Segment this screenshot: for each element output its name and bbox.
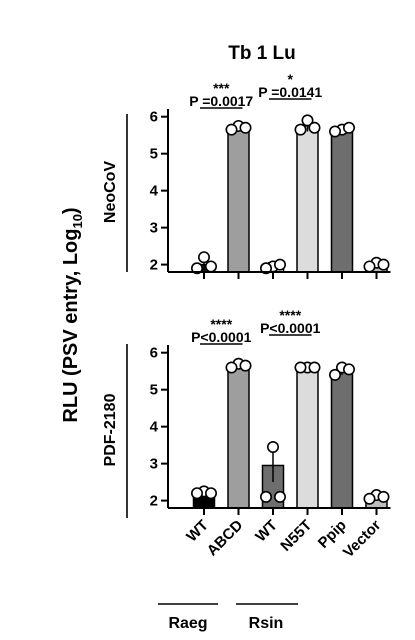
data-point-neocov-0 (205, 260, 218, 273)
y-tick-label-pdf2180: 4 (150, 419, 159, 436)
chart-plots: 2 3 4 5 6 P =0.0017*** P =0.0141* 2 3 4 5 6 P<0.0001… (150, 71, 391, 515)
data-point-neocov-1 (239, 121, 252, 134)
data-point-pdf2180-2 (266, 440, 279, 453)
data-point-pdf2180-5 (377, 490, 390, 503)
bar-neocov-3 (296, 125, 319, 273)
y-tick-label-neocov: 2 (150, 257, 158, 274)
data-point-neocov-5 (377, 258, 390, 271)
bar-pdf2180-3 (296, 366, 319, 509)
data-point-neocov-0 (191, 262, 204, 275)
data-point-pdf2180-0 (205, 487, 218, 500)
y-tick-label-neocov: 6 (150, 109, 158, 126)
data-point-pdf2180-2 (273, 490, 286, 503)
p-value-label-neocov: P =0.0017 (189, 93, 253, 109)
data-point-neocov-3 (308, 121, 321, 134)
chart-title: Tb 1 Lu (228, 43, 296, 64)
category-label-0: WT (183, 517, 212, 546)
data-point-pdf2180-5 (363, 492, 376, 505)
category-label-5: Vector (340, 517, 385, 562)
data-point-pdf2180-2 (259, 490, 272, 503)
y-tick-label-pdf2180: 3 (150, 456, 158, 473)
p-value-label-neocov: P =0.0141 (258, 84, 322, 100)
y-axis-label-close: ) (60, 207, 82, 214)
significance-stars-neocov: *** (213, 80, 230, 96)
data-point-neocov-2 (259, 262, 272, 275)
data-point-pdf2180-0 (191, 487, 204, 500)
y-axis-label: RLU (PSV entry, Log10) (60, 207, 85, 422)
y-tick-label-neocov: 4 (150, 183, 159, 200)
data-point-pdf2180-4 (342, 363, 355, 376)
significance-stars-pdf2180: **** (210, 316, 232, 332)
data-point-pdf2180-3 (308, 361, 321, 374)
significance-stars-pdf2180: **** (279, 307, 301, 323)
data-point-neocov-3 (294, 123, 307, 136)
bar-neocov-4 (330, 128, 354, 273)
group-label-raeg: Raeg (168, 615, 207, 632)
y-tick-label-neocov: 5 (150, 146, 158, 163)
data-point-neocov-2 (273, 258, 286, 271)
data-point-neocov-3 (301, 114, 314, 127)
y-tick-label-pdf2180: 6 (150, 345, 158, 362)
data-point-neocov-5 (363, 260, 376, 273)
y-tick-label-pdf2180: 5 (150, 382, 158, 399)
data-point-neocov-1 (225, 123, 238, 136)
category-label-2: WT (252, 517, 281, 546)
category-label-1: ABCD (204, 517, 247, 560)
significance-stars-neocov: * (288, 71, 294, 87)
data-point-neocov-0 (198, 251, 211, 264)
p-value-label-pdf2180: P<0.0001 (260, 320, 321, 336)
data-point-pdf2180-4 (328, 368, 341, 381)
data-point-neocov-4 (328, 125, 341, 138)
y-axis-label-main: RLU (PSV entry, Log (60, 229, 82, 423)
panel-label-pdf2180: PDF-2180 (102, 393, 119, 466)
data-point-pdf2180-3 (294, 361, 307, 374)
bar-neocov-1 (227, 127, 250, 273)
p-value-label-pdf2180: P<0.0001 (191, 329, 252, 345)
y-axis-label-subscript: 10 (70, 214, 85, 228)
y-tick-label-neocov: 3 (150, 220, 158, 237)
y-tick-label-pdf2180: 2 (150, 493, 158, 510)
data-point-pdf2180-1 (239, 359, 252, 372)
bar-pdf2180-1 (227, 364, 250, 509)
bar-pdf2180-4 (330, 370, 354, 509)
data-point-pdf2180-1 (225, 361, 238, 374)
data-point-neocov-4 (342, 121, 355, 134)
group-label-rsin: Rsin (249, 615, 284, 632)
panel-label-neocov: NeoCoV (102, 161, 119, 224)
category-label-3: N55T (277, 517, 315, 555)
